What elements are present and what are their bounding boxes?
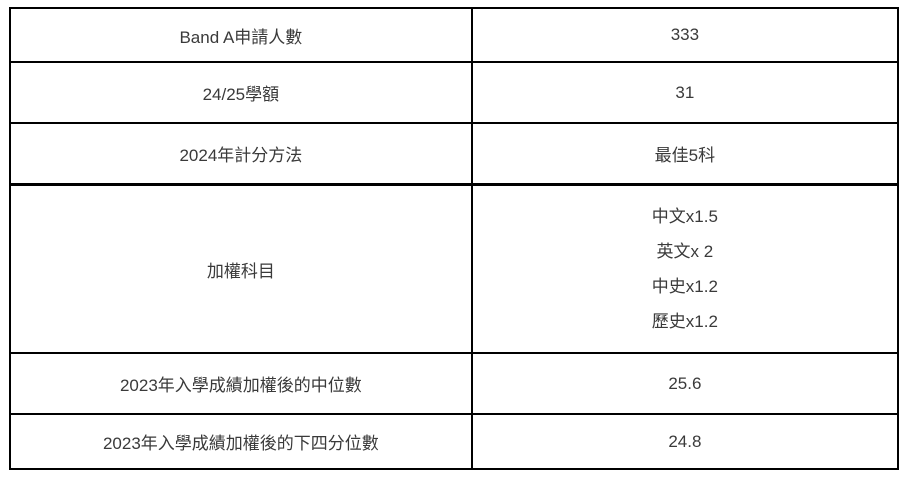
row-value-median-2023: 25.6 xyxy=(470,352,900,415)
row-label-weighted-subjects: 加權科目 xyxy=(9,183,473,354)
row-value-scoring-method-2024: 最佳5科 xyxy=(470,122,900,186)
weighted-subject-chinese: 中文x1.5 xyxy=(651,207,718,226)
admission-statistics-table: Band A申請人數 333 24/25學額 31 2024年計分方法 最佳5科… xyxy=(9,7,900,470)
row-value-weighted-subjects: 中文x1.5 英文x 2 中史x1.2 歷史x1.2 xyxy=(470,183,900,354)
row-label-lower-quartile-2023: 2023年入學成績加權後的下四分位數 xyxy=(9,413,473,470)
row-label-median-2023: 2023年入學成績加權後的中位數 xyxy=(9,352,473,415)
table-row: 24/25學額 31 xyxy=(9,61,900,124)
table-row: Band A申請人數 333 xyxy=(9,7,900,63)
weighted-subject-history: 歷史x1.2 xyxy=(651,312,718,331)
row-label-band-a-applicants: Band A申請人數 xyxy=(9,7,473,63)
table-row: 2023年入學成績加權後的下四分位數 24.8 xyxy=(9,413,900,470)
row-label-scoring-method-2024: 2024年計分方法 xyxy=(9,122,473,186)
table-row: 加權科目 中文x1.5 英文x 2 中史x1.2 歷史x1.2 xyxy=(9,183,900,354)
row-value-places-24-25: 31 xyxy=(470,61,900,124)
table-row: 2023年入學成績加權後的中位數 25.6 xyxy=(9,352,900,415)
row-value-band-a-applicants: 333 xyxy=(470,7,900,63)
row-label-places-24-25: 24/25學額 xyxy=(9,61,473,124)
table-row: 2024年計分方法 最佳5科 xyxy=(9,122,900,186)
row-value-lower-quartile-2023: 24.8 xyxy=(470,413,900,470)
weighted-subject-english: 英文x 2 xyxy=(656,242,714,261)
weighted-subject-chinese-history: 中史x1.2 xyxy=(651,277,718,296)
